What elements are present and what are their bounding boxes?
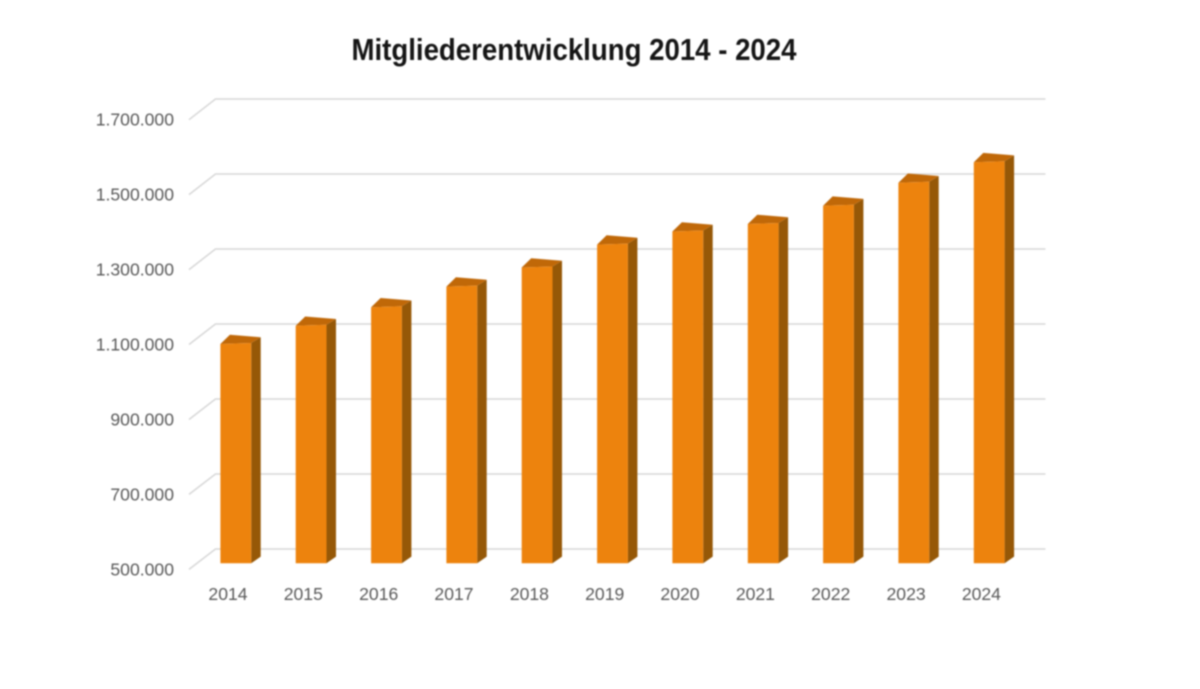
svg-text:1.300.000: 1.300.000	[96, 260, 174, 280]
svg-text:2015: 2015	[284, 584, 323, 604]
svg-text:2019: 2019	[585, 584, 624, 604]
svg-text:2014: 2014	[208, 584, 247, 604]
svg-text:2020: 2020	[660, 584, 699, 604]
svg-text:2022: 2022	[811, 584, 850, 604]
svg-text:1.100.000: 1.100.000	[96, 335, 174, 355]
svg-text:2016: 2016	[359, 584, 398, 604]
svg-text:1.500.000: 1.500.000	[96, 185, 174, 205]
svg-text:2017: 2017	[434, 584, 473, 604]
svg-text:2018: 2018	[510, 584, 549, 604]
svg-text:2024: 2024	[962, 584, 1001, 604]
svg-text:Mitgliederentwicklung 2014 - 2: Mitgliederentwicklung 2014 - 2024	[352, 32, 798, 67]
svg-text:2023: 2023	[887, 584, 926, 604]
svg-text:2021: 2021	[736, 584, 775, 604]
svg-text:900.000: 900.000	[110, 410, 174, 430]
svg-text:500.000: 500.000	[110, 559, 174, 579]
svg-text:700.000: 700.000	[110, 484, 174, 504]
svg-text:1.700.000: 1.700.000	[96, 110, 174, 130]
